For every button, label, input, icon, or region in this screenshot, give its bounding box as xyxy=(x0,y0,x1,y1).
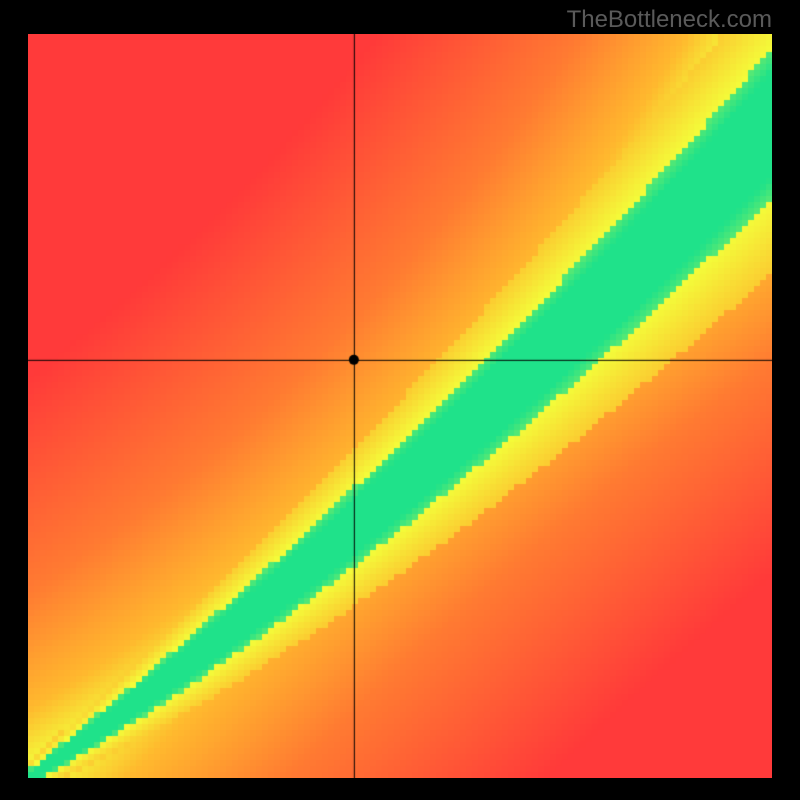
plot-area xyxy=(28,34,772,778)
crosshair-overlay xyxy=(28,34,772,778)
chart-container: TheBottleneck.com xyxy=(0,0,800,800)
watermark-text: TheBottleneck.com xyxy=(567,6,772,34)
